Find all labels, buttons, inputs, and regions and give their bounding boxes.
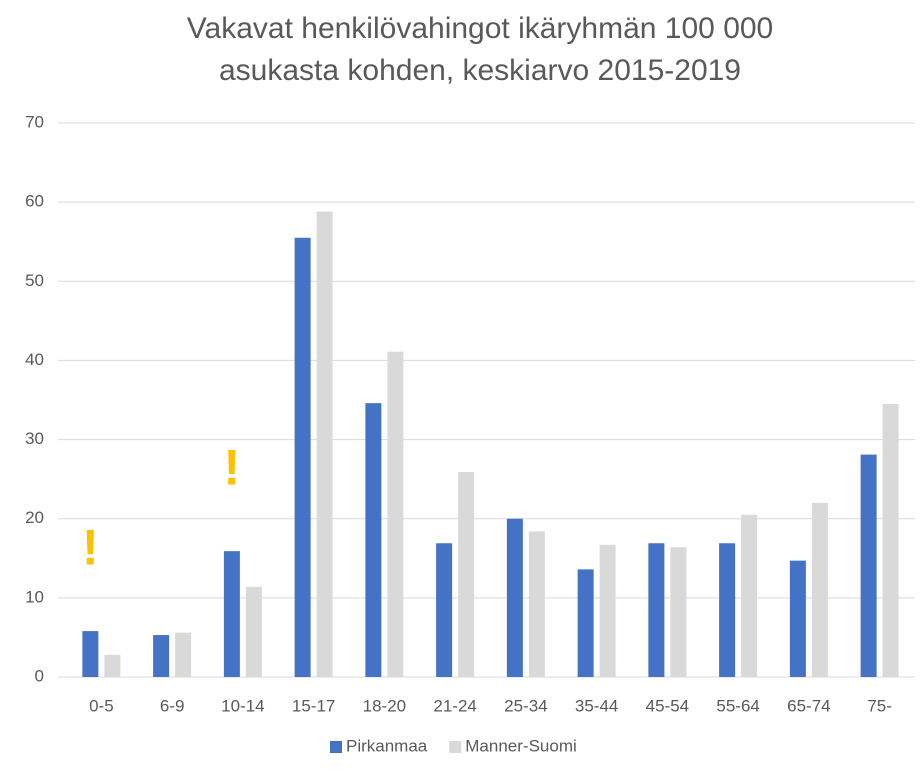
- bar: [741, 514, 758, 677]
- x-tick-label: 6-9: [160, 696, 185, 715]
- bar: [811, 502, 828, 677]
- legend-label: Pirkanmaa: [346, 736, 428, 755]
- bar: [882, 403, 899, 677]
- bar: [528, 531, 545, 677]
- y-tick-label: 30: [25, 429, 44, 448]
- x-tick-label: 15-17: [292, 696, 335, 715]
- bar: [365, 403, 382, 677]
- bar: [577, 569, 594, 677]
- bar: [153, 635, 170, 677]
- bar: [670, 547, 687, 677]
- x-tick-label: 35-44: [575, 696, 618, 715]
- bar: [599, 544, 616, 677]
- x-tick-label: 10-14: [221, 696, 264, 715]
- bar: [506, 518, 523, 677]
- x-tick-label: 45-54: [646, 696, 689, 715]
- x-tick-label: 0-5: [89, 696, 114, 715]
- x-tick-label: 55-64: [716, 696, 759, 715]
- bar: [175, 632, 192, 677]
- bar: [789, 560, 806, 677]
- y-tick-label: 0: [35, 666, 44, 685]
- legend-swatch: [449, 741, 462, 753]
- y-tick-label: 60: [25, 192, 44, 211]
- bar: [294, 237, 311, 677]
- y-tick-label: 20: [25, 508, 44, 527]
- bar: [458, 472, 475, 677]
- bar: [82, 631, 99, 677]
- y-tick-label: 50: [25, 271, 44, 290]
- annotation: !: [224, 439, 241, 495]
- bar: [245, 586, 262, 677]
- bar: [387, 351, 404, 677]
- y-tick-label: 70: [25, 112, 44, 131]
- y-tick-label: 40: [25, 350, 44, 369]
- x-tick-label: 65-74: [787, 696, 830, 715]
- chart-title: asukasta kohden, keskiarvo 2015-2019: [219, 54, 741, 87]
- x-tick-label: 25-34: [504, 696, 547, 715]
- chart-title: Vakavat henkilövahingot ikäryhmän 100 00…: [187, 12, 774, 45]
- bar: [436, 543, 453, 677]
- bar: [316, 211, 333, 677]
- x-tick-label: 75-: [867, 696, 892, 715]
- bar: [860, 454, 877, 677]
- legend-swatch: [330, 741, 342, 753]
- y-tick-label: 10: [25, 587, 44, 606]
- bar: [719, 543, 736, 677]
- bar: [104, 654, 121, 677]
- annotation: !: [82, 519, 99, 575]
- x-tick-label: 18-20: [363, 696, 406, 715]
- bar: [648, 543, 665, 677]
- bar: [223, 551, 240, 677]
- x-tick-label: 21-24: [433, 696, 476, 715]
- legend-label: Manner-Suomi: [465, 736, 577, 755]
